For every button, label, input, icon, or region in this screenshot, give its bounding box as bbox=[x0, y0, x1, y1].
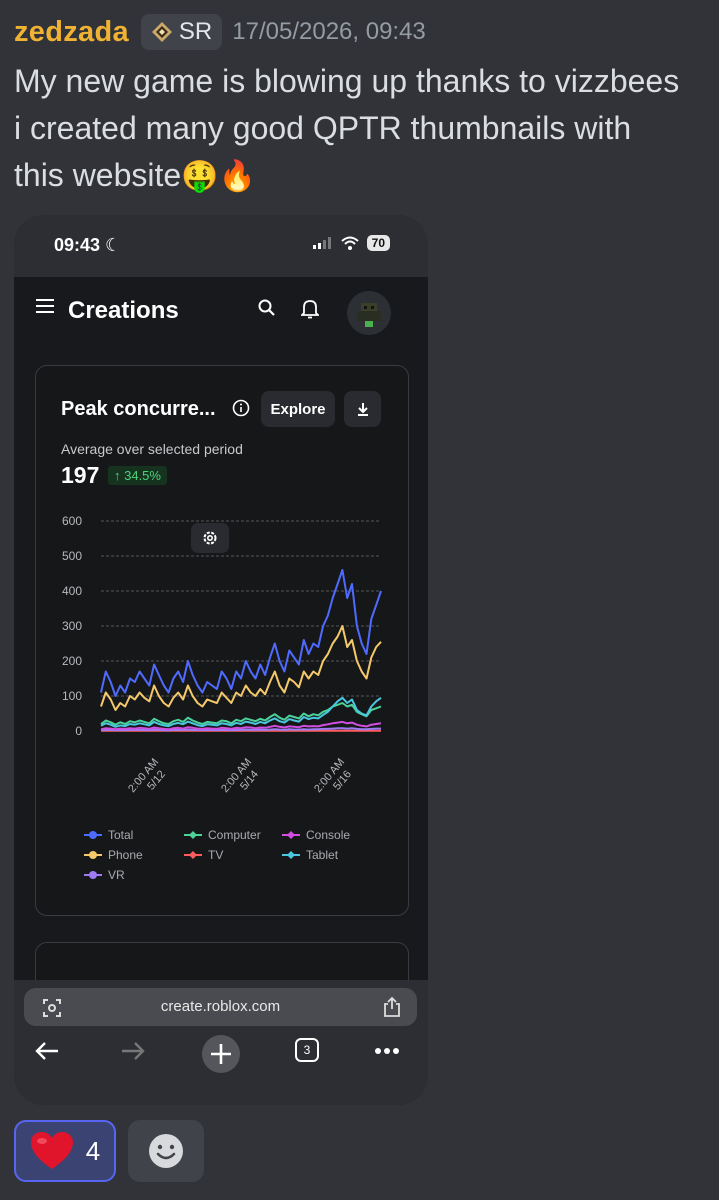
legend-item-total[interactable]: Total bbox=[84, 828, 133, 842]
info-icon[interactable] bbox=[232, 399, 250, 417]
smiley-add-reaction-icon bbox=[149, 1134, 183, 1168]
legend-swatch-icon bbox=[184, 831, 202, 839]
signal-icon bbox=[312, 237, 331, 249]
analytics-card: Peak concurre... Explore Average over se… bbox=[35, 365, 409, 916]
tag-badge-icon bbox=[151, 22, 172, 42]
message-timestamp: 17/05/2026, 09:43 bbox=[232, 18, 426, 45]
gear-icon bbox=[203, 531, 217, 545]
hamburger-menu-icon[interactable] bbox=[36, 299, 54, 313]
new-tab-icon[interactable] bbox=[201, 1034, 241, 1074]
red-heart-icon bbox=[30, 1132, 73, 1169]
y-tick-label: 500 bbox=[62, 549, 82, 563]
legend-item-phone[interactable]: Phone bbox=[84, 848, 143, 862]
app-header: Creations bbox=[14, 277, 428, 341]
change-badge: ↑ 34.5% bbox=[108, 466, 167, 485]
forward-arrow-icon[interactable] bbox=[120, 1040, 146, 1062]
server-tag[interactable]: SR bbox=[140, 14, 223, 50]
legend-item-computer[interactable]: Computer bbox=[184, 828, 261, 842]
message-line: My new game is blowing up thanks to vizz… bbox=[14, 63, 680, 99]
heart-reaction[interactable]: 4 bbox=[14, 1120, 116, 1182]
reaction-count: 4 bbox=[85, 1135, 101, 1166]
phone-screenshot-attachment[interactable]: 09:43 ☾ 70 Creations bbox=[14, 215, 428, 1105]
legend-swatch-icon bbox=[184, 851, 202, 859]
message-line-text: this website bbox=[14, 157, 182, 193]
series-line-vr bbox=[100, 727, 381, 732]
legend-swatch-icon bbox=[84, 871, 102, 879]
y-tick-label: 300 bbox=[62, 619, 82, 633]
avatar-image-icon bbox=[357, 303, 381, 327]
avatar[interactable] bbox=[347, 291, 391, 335]
legend-label: Tablet bbox=[306, 848, 339, 862]
url-text: create.roblox.com bbox=[160, 998, 281, 1015]
notification-bell-icon[interactable] bbox=[301, 299, 319, 319]
battery-indicator: 70 bbox=[366, 235, 390, 251]
card-title: Peak concurre... bbox=[61, 398, 216, 420]
legend-label: Computer bbox=[208, 828, 261, 842]
page-settings-icon[interactable] bbox=[42, 998, 62, 1018]
y-tick-label: 200 bbox=[62, 654, 82, 668]
legend-label: Total bbox=[108, 828, 134, 842]
back-arrow-icon[interactable] bbox=[34, 1040, 60, 1062]
series-line-phone bbox=[100, 625, 382, 711]
series-line-console bbox=[100, 720, 382, 731]
legend-label: Phone bbox=[108, 848, 143, 862]
message-line: this website🤑🔥 bbox=[14, 152, 714, 200]
legend-swatch-icon bbox=[282, 851, 300, 859]
page-title: Creations bbox=[68, 297, 179, 324]
download-icon bbox=[357, 403, 368, 416]
username[interactable]: zedzada bbox=[14, 15, 129, 48]
legend-swatch-icon bbox=[282, 831, 300, 839]
average-value: 197 bbox=[61, 462, 100, 488]
add-reaction-button[interactable] bbox=[128, 1120, 204, 1182]
tag-label: SR bbox=[178, 18, 213, 45]
share-icon[interactable] bbox=[383, 997, 401, 1017]
legend-label: TV bbox=[208, 848, 224, 862]
tabs-button[interactable]: 3 bbox=[295, 1038, 319, 1062]
series-line-total bbox=[100, 569, 382, 697]
line-chart: 0 100 200 300 400 500 600 2:00 AM5/12 2:00 AM5/1… bbox=[62, 514, 382, 795]
address-bar[interactable]: create.roblox.com bbox=[24, 988, 417, 1026]
chart-settings-button[interactable] bbox=[191, 523, 229, 553]
y-tick-label: 400 bbox=[62, 584, 82, 598]
explore-button[interactable]: Explore bbox=[261, 391, 335, 427]
status-icons: 70 bbox=[312, 235, 390, 251]
message-line: i created many good QPTR thumbnails with bbox=[14, 110, 632, 146]
legend-label: VR bbox=[108, 868, 125, 882]
wifi-icon bbox=[340, 236, 359, 250]
average-label: Average over selected period bbox=[61, 441, 243, 457]
more-options-icon[interactable] bbox=[374, 1047, 400, 1055]
message-header: zedzada SR 17/05/2026, 09:43 bbox=[14, 12, 426, 52]
status-time: 09:43 ☾ bbox=[54, 235, 122, 255]
legend-item-console[interactable]: Console bbox=[282, 828, 350, 842]
y-tick-label: 600 bbox=[62, 514, 82, 528]
x-tick-label-group: 2:00 AM5/12 bbox=[126, 756, 168, 795]
y-tick-label: 100 bbox=[62, 689, 82, 703]
legend-item-tv[interactable]: TV bbox=[184, 848, 223, 862]
message-content: My new game is blowing up thanks to vizz… bbox=[14, 58, 714, 200]
legend-swatch-icon bbox=[84, 851, 102, 859]
download-button[interactable] bbox=[344, 391, 381, 427]
series-line-tablet bbox=[100, 696, 382, 728]
legend-item-tablet[interactable]: Tablet bbox=[282, 848, 338, 862]
legend-item-vr[interactable]: VR bbox=[84, 868, 125, 882]
search-icon[interactable] bbox=[258, 299, 276, 317]
status-bar: 09:43 ☾ 70 bbox=[14, 215, 428, 277]
legend-label: Console bbox=[306, 828, 351, 842]
browser-toolbar: create.roblox.com 3 bbox=[14, 980, 428, 1105]
y-tick-label: 0 bbox=[75, 724, 82, 738]
x-tick-label-group: 2:00 AM5/14 bbox=[219, 756, 261, 795]
x-tick-label-group: 2:00 AM5/16 bbox=[312, 756, 354, 795]
legend-swatch-icon bbox=[84, 831, 102, 839]
money-fire-emoji: 🤑🔥 bbox=[181, 160, 256, 193]
